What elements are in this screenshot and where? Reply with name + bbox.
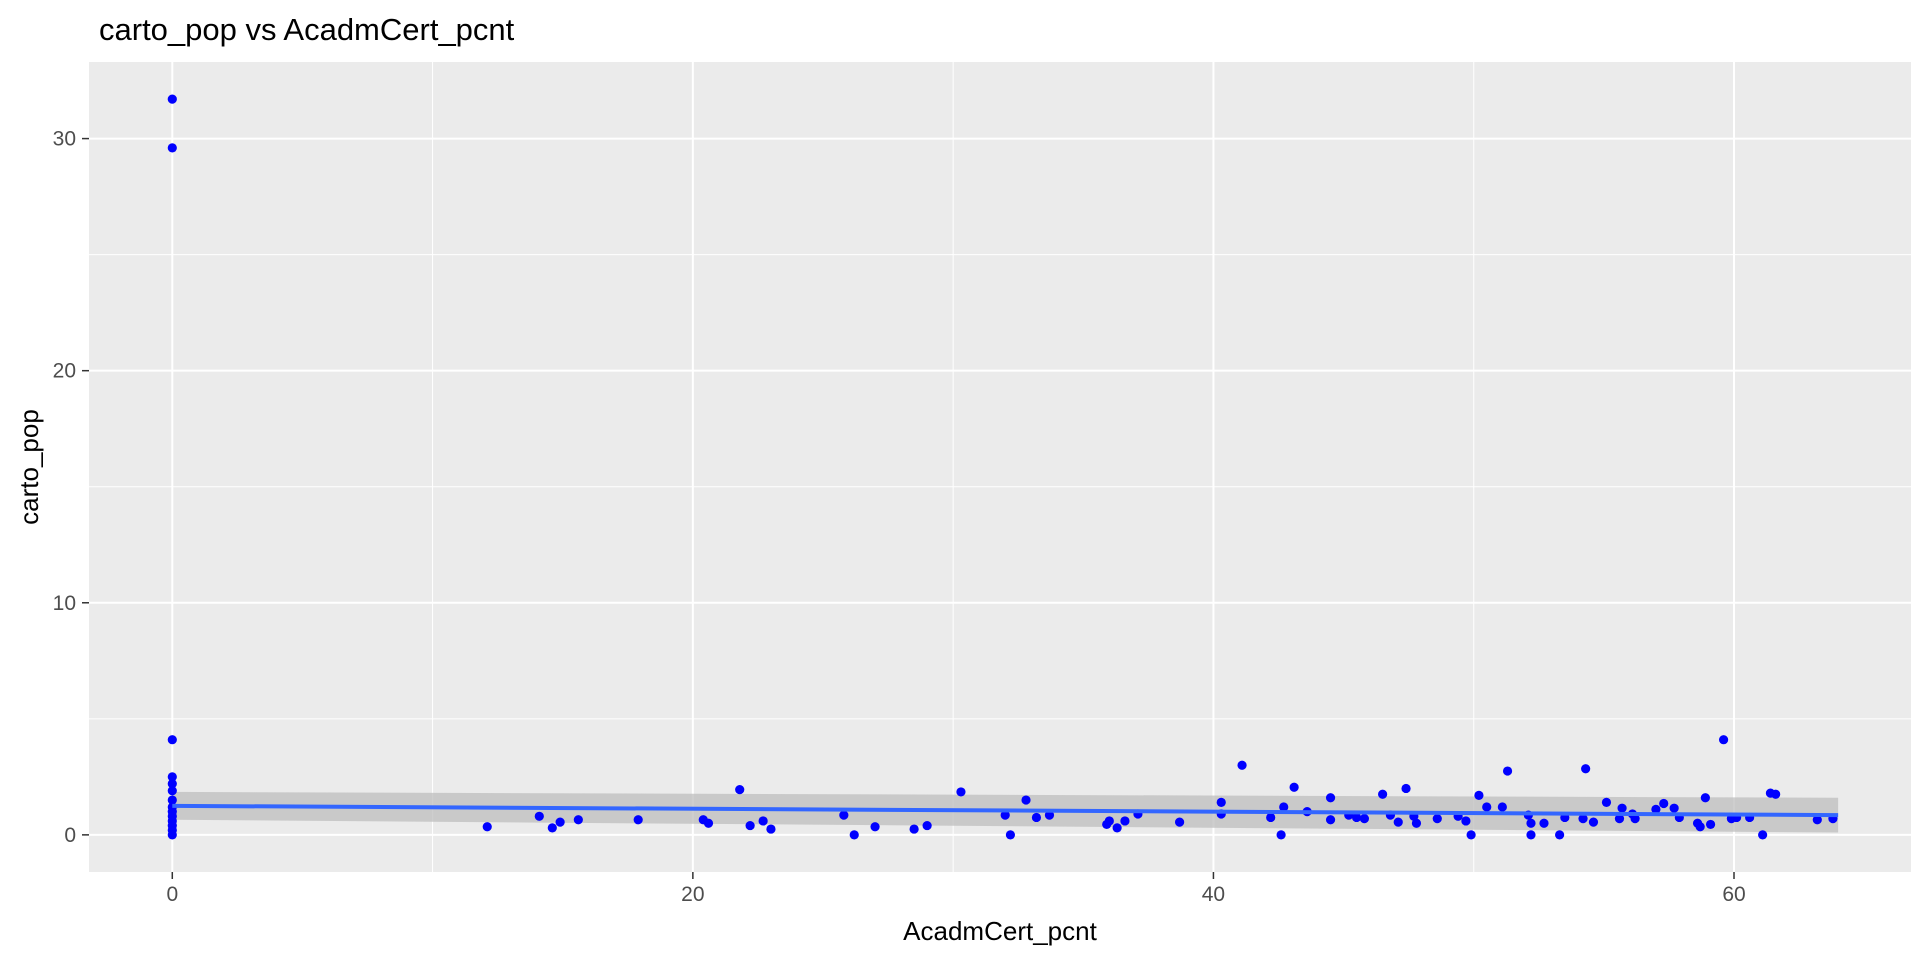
y-tick-label: 0 [64, 824, 76, 847]
data-point [1393, 817, 1403, 827]
data-point [1526, 818, 1536, 828]
data-point [555, 817, 565, 827]
data-point [1401, 783, 1411, 794]
data-point [735, 785, 745, 795]
data-point [1588, 817, 1599, 827]
data-point [1502, 766, 1513, 776]
trend-line [172, 803, 1839, 818]
x-tick-label: 20 [681, 883, 704, 906]
data-point [1700, 793, 1710, 803]
data-point [167, 94, 177, 104]
data-point [1289, 782, 1299, 792]
grid-lines [89, 62, 1911, 872]
data-point [167, 772, 177, 782]
x-tick-label: 0 [166, 883, 178, 906]
data-point [1325, 793, 1336, 803]
data-point [1104, 816, 1114, 826]
data-point [1614, 814, 1625, 824]
y-tick-label: 30 [53, 128, 76, 151]
data-point [1497, 802, 1507, 812]
data-point [758, 816, 768, 826]
data-point [1617, 803, 1627, 813]
data-point [1120, 816, 1130, 826]
data-point [1378, 789, 1388, 799]
data-point [167, 786, 177, 796]
data-point [909, 824, 919, 834]
data-point [1279, 802, 1289, 812]
data-point [1630, 814, 1640, 824]
chart-title: carto_pop vs AcadmCert_pcnt [99, 12, 515, 47]
data-point [1705, 819, 1716, 830]
data-point [482, 822, 492, 832]
data-point [1216, 797, 1226, 807]
data-point [849, 830, 859, 840]
x-tick-label: 40 [1202, 883, 1225, 906]
data-point [1266, 812, 1276, 823]
data-point [1651, 804, 1661, 814]
data-point [1005, 830, 1016, 840]
data-points [167, 94, 1838, 840]
data-point [870, 822, 880, 832]
data-point [1174, 817, 1185, 827]
data-point [1237, 760, 1247, 770]
data-point [1555, 830, 1565, 840]
data-point [633, 815, 643, 825]
data-point [1044, 810, 1055, 820]
data-point [1474, 790, 1484, 801]
data-point [167, 795, 177, 805]
data-point [547, 823, 557, 833]
data-point [1812, 815, 1822, 825]
data-point [573, 815, 583, 825]
data-point [167, 830, 177, 840]
data-point [534, 811, 544, 821]
plot-panel [89, 62, 1911, 872]
data-point [1718, 735, 1729, 745]
data-point [1351, 812, 1362, 823]
data-point [1021, 795, 1031, 805]
data-point [956, 787, 966, 797]
data-point [1466, 830, 1476, 840]
data-point [167, 143, 177, 153]
x-axis-title: AcadmCert_pcnt [903, 916, 1097, 946]
y-tick-label: 20 [53, 360, 76, 383]
trend-line-group [172, 803, 1839, 818]
data-point [1526, 830, 1536, 840]
data-point [1325, 815, 1336, 825]
data-point [1578, 814, 1588, 824]
data-point [167, 779, 177, 789]
data-point [1601, 797, 1612, 807]
data-point [1359, 814, 1369, 824]
data-point [1758, 830, 1768, 840]
data-point [1669, 803, 1679, 813]
data-point [1539, 818, 1549, 828]
axes: 0 20 40 60 0 10 20 30 [53, 128, 1746, 906]
data-point [1112, 823, 1122, 833]
data-point [1031, 812, 1042, 823]
data-point [1276, 830, 1286, 840]
data-point [703, 818, 714, 828]
x-tick-label: 60 [1722, 883, 1745, 906]
data-point [1461, 816, 1471, 826]
data-point [1000, 810, 1010, 820]
data-point [922, 820, 932, 831]
y-tick-label: 10 [53, 592, 76, 615]
data-point [1695, 822, 1705, 832]
data-point [1771, 789, 1781, 799]
data-point [1411, 818, 1422, 828]
data-point [745, 820, 755, 831]
data-point [1659, 798, 1669, 809]
data-point [766, 824, 776, 834]
data-point [1581, 764, 1591, 774]
data-point [1432, 814, 1442, 824]
data-point [839, 810, 849, 820]
data-point [167, 735, 177, 745]
data-point [1482, 802, 1492, 812]
y-axis-title: carto_pop [14, 409, 44, 525]
